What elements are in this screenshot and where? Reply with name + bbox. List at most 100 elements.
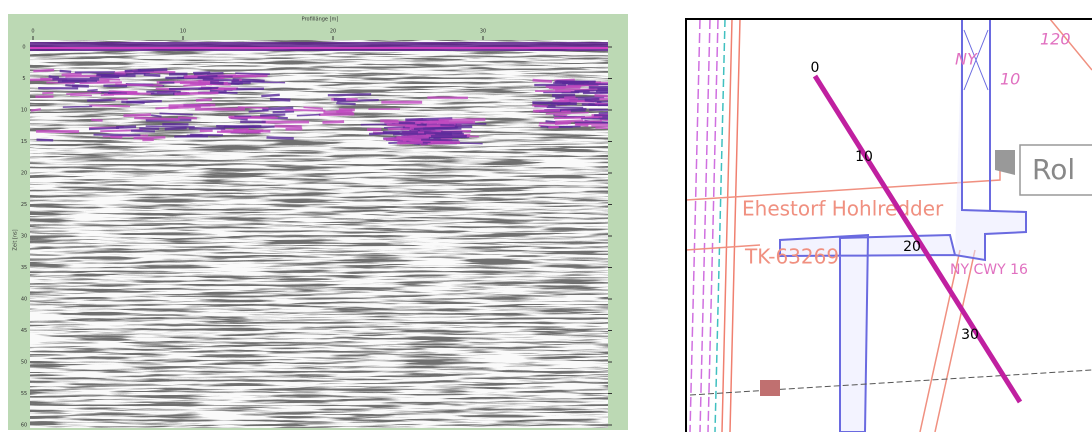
- reflection: [217, 132, 261, 133]
- y-tick-label: 5: [22, 76, 25, 82]
- reflection: [165, 128, 187, 129]
- reflection: [387, 125, 417, 126]
- reflection: [196, 100, 212, 101]
- distance-label: 10: [855, 149, 873, 165]
- reflection: [42, 93, 53, 94]
- reflection: [319, 114, 354, 115]
- reflection: [63, 106, 92, 107]
- screen: Profillänge [m] Zeit [ns] Rol Ehestorf H…: [0, 0, 1092, 432]
- x-tick-label: 10: [180, 29, 186, 35]
- map-label: NY: [955, 50, 978, 69]
- y-tick-label: 30: [21, 234, 27, 240]
- reflection: [210, 83, 223, 84]
- map-label: 10: [1000, 70, 1020, 89]
- map-label: 120: [1040, 30, 1071, 49]
- reflection: [555, 97, 604, 98]
- y-tick-label: 50: [21, 360, 27, 366]
- reflection: [273, 111, 294, 112]
- reflection: [387, 140, 414, 141]
- reflection: [62, 74, 82, 75]
- y-tick-label: 45: [21, 328, 27, 334]
- reflection: [533, 80, 552, 81]
- reflection: [574, 117, 602, 118]
- surface-band: [30, 47, 608, 49]
- x-tick-label: 30: [480, 29, 486, 35]
- radargram-image: [30, 40, 641, 428]
- reflection: [49, 76, 59, 77]
- y-tick-label: 10: [21, 108, 27, 114]
- reflection: [285, 110, 325, 111]
- y-tick-label: 60: [21, 423, 27, 429]
- building: [760, 380, 780, 396]
- reflection: [198, 76, 218, 77]
- reflection: [93, 135, 140, 136]
- noise-texture: [30, 40, 608, 428]
- reflection: [198, 88, 211, 89]
- reflection: [87, 90, 97, 91]
- reflection: [131, 131, 155, 132]
- y-tick-label: 15: [21, 139, 27, 145]
- y-tick-label: 55: [21, 391, 27, 397]
- reflection: [89, 105, 130, 106]
- x-tick-label: 0: [31, 29, 34, 35]
- reflection: [91, 120, 102, 121]
- reflection: [58, 81, 97, 82]
- reflection: [203, 79, 239, 80]
- reflection: [194, 73, 224, 74]
- reflection: [37, 140, 54, 141]
- reflection: [328, 94, 371, 95]
- reflection: [557, 103, 570, 104]
- reflection: [33, 70, 54, 71]
- reflection: [393, 134, 426, 135]
- reflection: [397, 143, 423, 144]
- reflection: [297, 115, 321, 116]
- reflection: [60, 71, 72, 72]
- reflection: [555, 121, 583, 122]
- reflection: [556, 81, 589, 82]
- reflection: [224, 126, 261, 127]
- reflection: [261, 95, 279, 96]
- map: Rol Ehestorf Hohlredder TK-63269 NY CWY …: [686, 19, 1092, 432]
- distance-label: 0: [811, 60, 820, 76]
- reflection: [89, 128, 119, 129]
- reflection: [336, 112, 353, 113]
- parcel-label: TK-63269: [744, 245, 839, 269]
- x-axis-label: Profillänge [m]: [302, 17, 339, 23]
- reflection: [134, 137, 166, 138]
- reflection: [109, 91, 137, 92]
- reflection: [121, 102, 144, 103]
- y-tick-label: 35: [21, 265, 27, 271]
- reflection: [417, 121, 449, 122]
- reflection: [414, 127, 457, 128]
- reflection: [99, 79, 120, 80]
- reflection: [336, 103, 355, 104]
- distance-label: 20: [903, 239, 921, 255]
- reflection: [562, 83, 609, 84]
- cable-label: NY CWY 16: [950, 262, 1028, 278]
- reflection: [567, 85, 598, 86]
- reflection: [275, 126, 302, 127]
- reflection: [575, 124, 588, 125]
- y-tick-label: 20: [21, 171, 27, 177]
- distance-label: 30: [961, 327, 979, 343]
- reflection: [146, 126, 195, 127]
- reflection: [555, 123, 571, 124]
- y-tick-label: 40: [21, 297, 27, 303]
- y-axis-label: Zeit [ns]: [13, 229, 19, 250]
- page: Profillänge [m] Zeit [ns] Rol Ehestorf H…: [0, 0, 1092, 432]
- road-label: Ehestorf Hohlredder: [742, 197, 944, 221]
- reflection: [116, 127, 136, 128]
- reflection: [428, 142, 460, 143]
- surface-band: [30, 42, 608, 51]
- reflection: [439, 120, 486, 121]
- y-tick-label: 0: [22, 45, 25, 51]
- reflection: [178, 117, 197, 118]
- reflection: [138, 70, 167, 71]
- reflection: [183, 85, 206, 86]
- reflection: [267, 137, 294, 138]
- reflection: [548, 127, 558, 128]
- reflection: [536, 110, 560, 111]
- reflection: [144, 75, 160, 76]
- reflection: [134, 118, 180, 119]
- reflection: [424, 133, 452, 134]
